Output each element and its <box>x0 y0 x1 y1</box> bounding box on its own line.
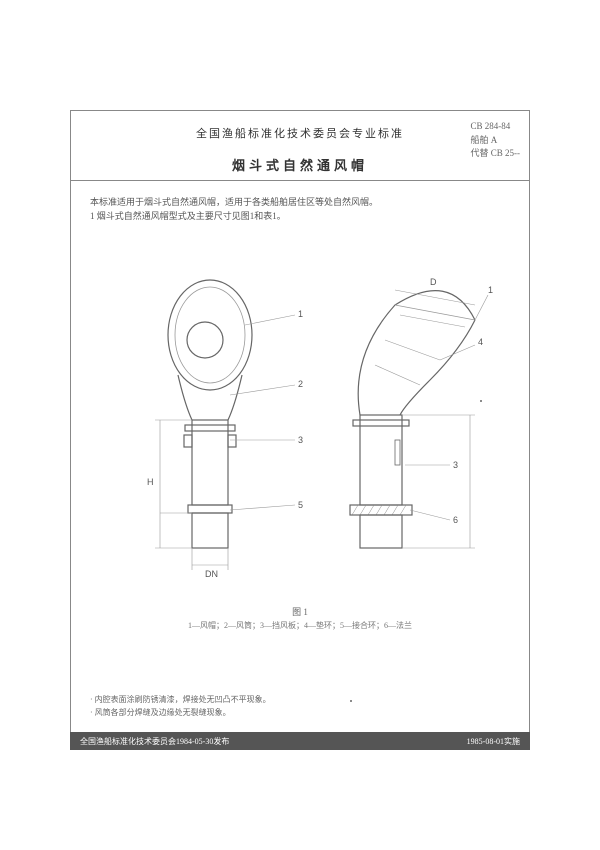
scan-speck <box>350 700 352 702</box>
fig-label-3b: 3 <box>453 460 458 470</box>
header-code-block: CB 284-84 船舶 A 代替 CB 25-- <box>470 120 520 161</box>
figure-caption: 图 1 <box>0 605 600 618</box>
footnote-1: · 内腔表面涂刷防锈清漆，焊接处无凹凸不平现象。 <box>90 694 271 707</box>
footer-right: 1985-08-01实施 <box>467 736 520 747</box>
para-1: 本标准适用于烟斗式自然通风帽，适用于各类船舶居住区等处自然风帽。 <box>90 195 510 209</box>
fig-dim-d: D <box>430 277 437 287</box>
fig-label-4: 4 <box>478 337 483 347</box>
figure-svg: 1 2 3 5 DN H <box>100 265 500 595</box>
fig-dim-dn: DN <box>205 569 218 579</box>
header-code-3: 代替 CB 25-- <box>470 147 520 161</box>
fig-label-1: 1 <box>298 309 303 319</box>
divider <box>70 180 530 181</box>
fig-label-2: 2 <box>298 379 303 389</box>
para-2: 1 烟斗式自然通风帽型式及主要尺寸见图1和表1。 <box>90 209 510 223</box>
fig-dim-h: H <box>147 477 154 487</box>
fig-label-1b: 1 <box>488 285 493 295</box>
technical-figure: 1 2 3 5 DN H <box>100 265 500 595</box>
header-code-2: 船舶 A <box>470 134 520 148</box>
scan-speck <box>480 400 482 402</box>
fig-label-5: 5 <box>298 500 303 510</box>
footnote-2: · 风筒各部分焊缝及边缘处无裂缝现象。 <box>90 707 271 720</box>
fig-label-6: 6 <box>453 515 458 525</box>
footnotes: · 内腔表面涂刷防锈清漆，焊接处无凹凸不平现象。 · 风筒各部分焊缝及边缘处无裂… <box>90 694 271 720</box>
figure-legend: 1—风帽；2—风筒；3—挡风板；4—垫环；5—接合环；6—法兰 <box>0 620 600 631</box>
footer-left: 全国渔船标准化技术委员会1984-05-30发布 <box>80 736 229 747</box>
footer-bar: 全国渔船标准化技术委员会1984-05-30发布 1985-08-01实施 <box>70 732 530 750</box>
body-text: 本标准适用于烟斗式自然通风帽，适用于各类船舶居住区等处自然风帽。 1 烟斗式自然… <box>90 195 510 224</box>
header-code-1: CB 284-84 <box>470 120 520 134</box>
fig-label-3: 3 <box>298 435 303 445</box>
